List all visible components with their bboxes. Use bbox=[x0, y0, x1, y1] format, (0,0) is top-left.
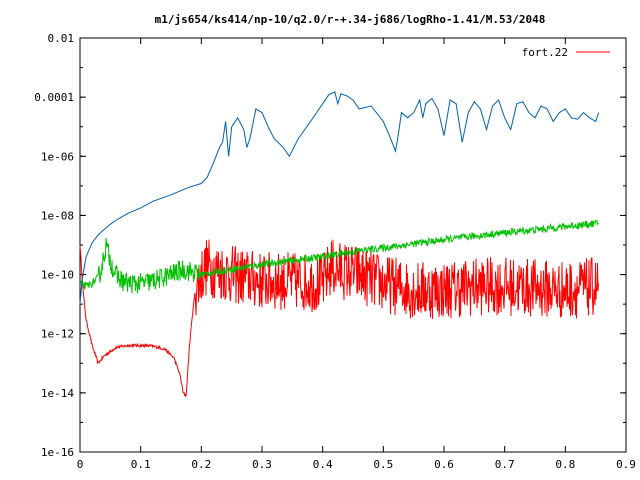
x-tick-label: 0.9 bbox=[616, 458, 636, 471]
y-tick-label: 1e-10 bbox=[41, 269, 74, 282]
x-tick-label: 0.3 bbox=[252, 458, 272, 471]
x-tick-label: 0.6 bbox=[434, 458, 454, 471]
y-tick-label: 1e-12 bbox=[41, 328, 74, 341]
series-line-1 bbox=[79, 239, 599, 397]
x-tick-label: 0.7 bbox=[495, 458, 515, 471]
series-line-2 bbox=[79, 219, 599, 294]
y-tick-label: 0.01 bbox=[48, 32, 75, 45]
x-tick-label: 0.4 bbox=[313, 458, 333, 471]
y-tick-label: 1e-06 bbox=[41, 150, 74, 163]
chart-title: m1/js654/ks414/np-10/q2.0/r-+.34-j686/lo… bbox=[155, 13, 546, 26]
y-tick-label: 1e-14 bbox=[41, 387, 74, 400]
y-tick-label: 0.0001 bbox=[34, 91, 74, 104]
x-tick-label: 0 bbox=[77, 458, 84, 471]
x-tick-label: 0.5 bbox=[373, 458, 393, 471]
legend-label: fort.22 bbox=[522, 46, 568, 59]
x-tick-label: 0.2 bbox=[191, 458, 211, 471]
axes: 0 0.1 0.2 0.3 0.4 0.5 0.6 0.7 0.8 0.9 1e-16 1e-14 1e… bbox=[34, 32, 636, 471]
y-tick-label: 1e-16 bbox=[41, 446, 74, 459]
legend: fort.22 bbox=[522, 46, 610, 59]
x-tick-label: 0.8 bbox=[555, 458, 575, 471]
x-tick-label: 0.1 bbox=[131, 458, 151, 471]
y-tick-label: 1e-08 bbox=[41, 209, 74, 222]
series-line-3 bbox=[79, 91, 600, 305]
series-group bbox=[79, 91, 600, 397]
